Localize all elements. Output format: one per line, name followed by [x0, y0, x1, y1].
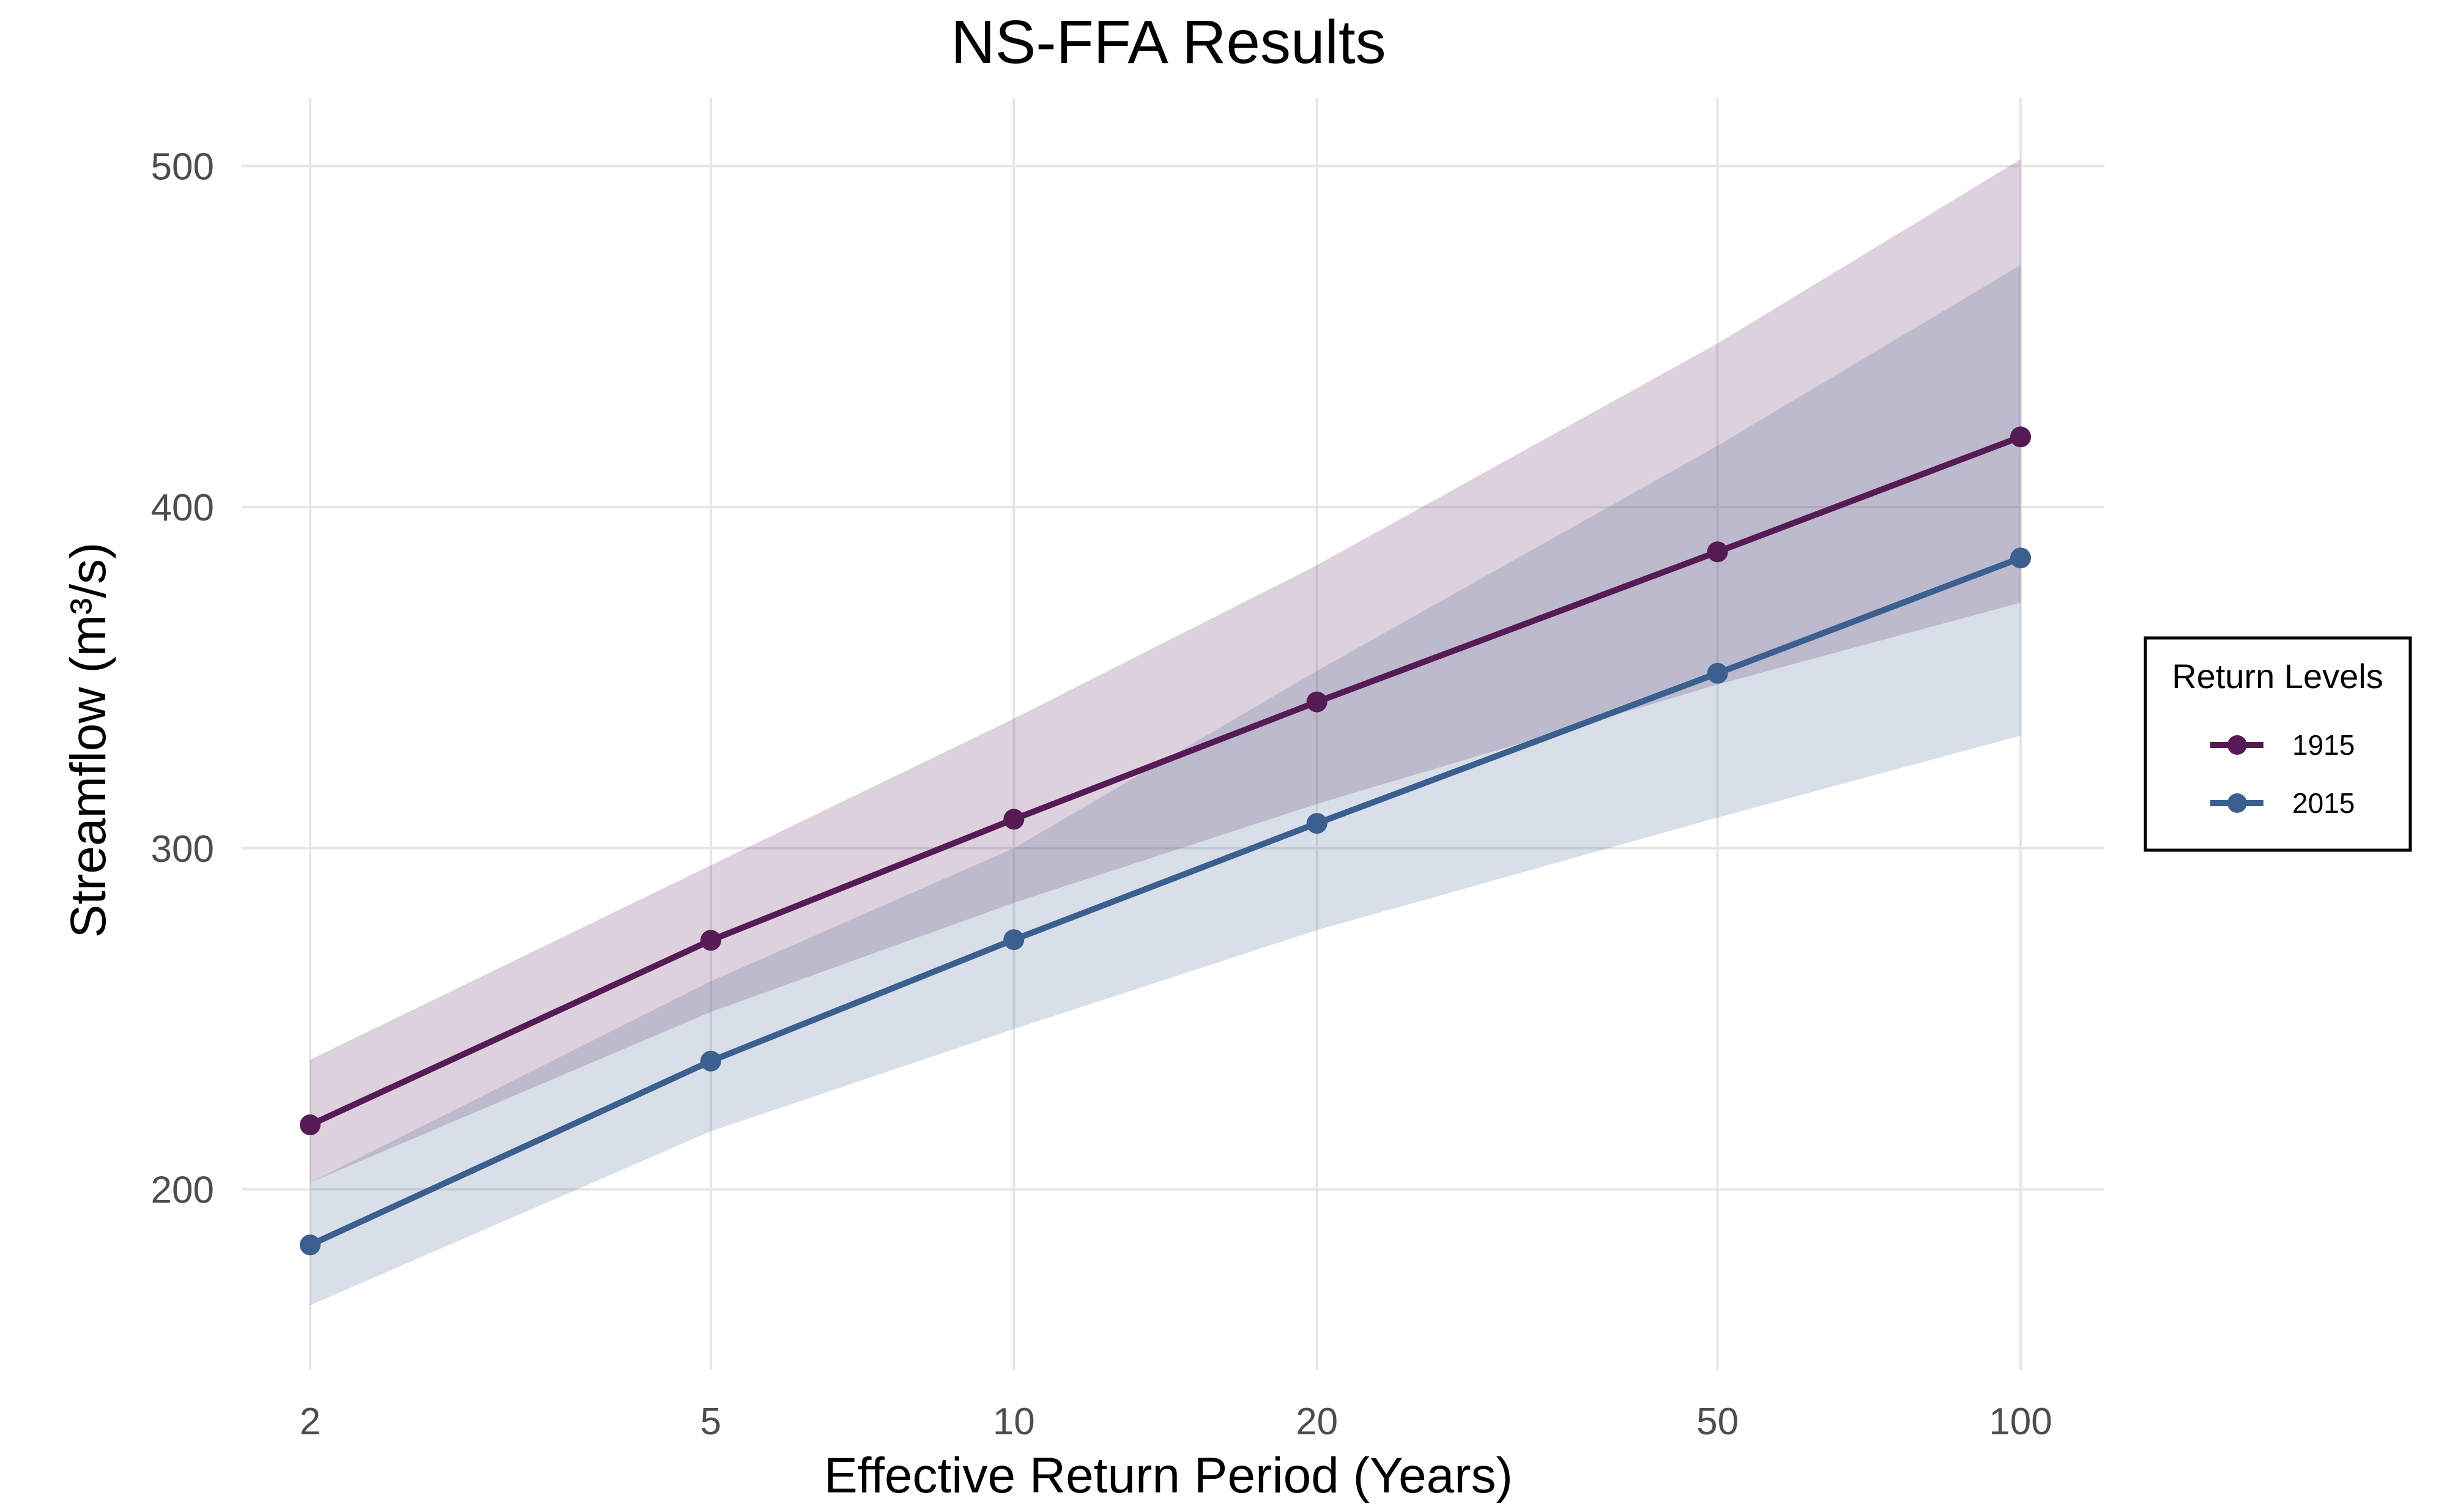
data-point-2015: [700, 1050, 721, 1072]
legend-items: 1915 2015: [2210, 729, 2355, 819]
x-tick-label: 20: [1296, 1401, 1338, 1443]
x-tick-label: 5: [700, 1401, 721, 1443]
x-tick-label: 100: [1989, 1401, 2052, 1443]
data-point-2015: [300, 1234, 321, 1256]
x-tick-label: 50: [1696, 1401, 1739, 1443]
y-tick-label: 300: [151, 828, 214, 870]
y-tick-label: 400: [151, 487, 214, 529]
series-lines: [308, 434, 2022, 1248]
y-tick-label: 200: [151, 1169, 214, 1211]
grid-lines: [242, 98, 2104, 1370]
data-point-2015: [1306, 813, 1327, 834]
confidence-bands: [310, 159, 2021, 1306]
data-point-1915: [700, 930, 721, 951]
x-axis-title: Effective Return Period (Years): [824, 1448, 1513, 1503]
legend-box: [2144, 636, 2412, 852]
y-axis-title: Streamflow (m³/s): [61, 543, 116, 938]
data-point-1915: [300, 1114, 321, 1136]
data-point-2015: [2010, 547, 2031, 569]
confidence-band-2015: [310, 265, 2021, 1306]
chart-title: NS-FFA Results: [951, 8, 1386, 76]
legend-swatch-point: [2227, 793, 2247, 813]
legend-swatch-point: [2227, 735, 2247, 755]
series-line-1915: [308, 434, 2022, 1128]
data-point-1915: [2010, 426, 2031, 448]
x-tick-label: 2: [300, 1401, 321, 1443]
tick-labels: 2 5 10 20 50 100 200 300 400 500: [151, 146, 2052, 1443]
data-point-1915: [1003, 809, 1025, 830]
y-tick-label: 500: [151, 146, 214, 188]
legend-label: 2015: [2292, 787, 2355, 819]
data-point-2015: [1003, 929, 1025, 951]
legend-label: 1915: [2292, 729, 2355, 761]
data-point-2015: [1707, 662, 1728, 684]
data-point-1915: [1707, 541, 1728, 563]
x-tick-label: 10: [993, 1401, 1035, 1443]
series-line-2015: [308, 555, 2022, 1248]
series-points: [300, 426, 2031, 1256]
data-point-1915: [1306, 691, 1327, 713]
legend-title: Return Levels: [2172, 657, 2383, 695]
legend: Return Levels 1915 2015: [2144, 636, 2412, 852]
